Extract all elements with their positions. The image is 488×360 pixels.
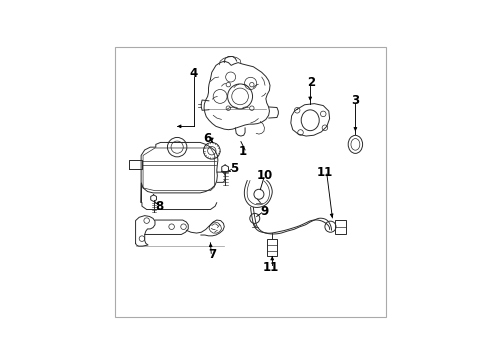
Text: 8: 8 bbox=[155, 200, 163, 213]
Text: 7: 7 bbox=[208, 248, 216, 261]
Text: 10: 10 bbox=[256, 169, 273, 182]
Text: 11: 11 bbox=[262, 261, 278, 274]
Text: 6: 6 bbox=[203, 131, 211, 144]
Text: 3: 3 bbox=[350, 94, 359, 107]
Text: 5: 5 bbox=[230, 162, 238, 175]
Bar bbox=[267, 239, 277, 256]
Bar bbox=[335, 220, 346, 234]
Text: 9: 9 bbox=[260, 205, 268, 218]
Text: 11: 11 bbox=[316, 166, 332, 179]
Text: 4: 4 bbox=[189, 67, 198, 80]
Text: 1: 1 bbox=[238, 145, 246, 158]
Text: 2: 2 bbox=[306, 76, 314, 89]
